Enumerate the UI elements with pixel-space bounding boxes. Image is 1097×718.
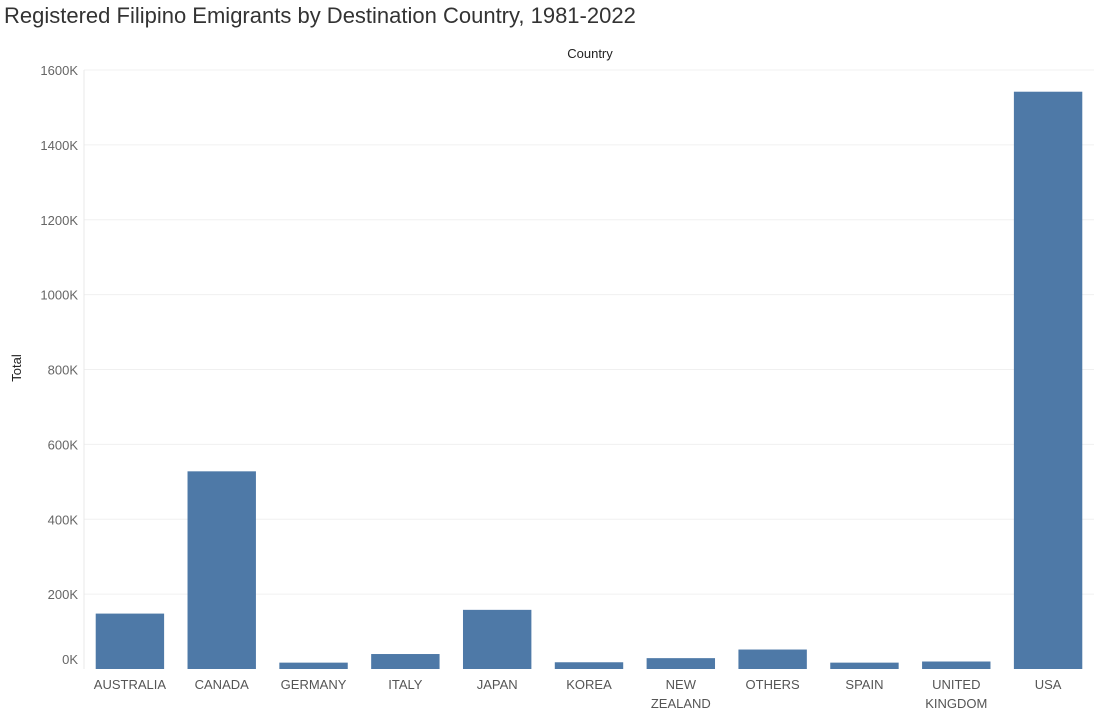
bar-usa[interactable] (1013, 91, 1083, 670)
bar-new-zealand[interactable] (646, 658, 716, 669)
x-tick-label: KOREA (566, 677, 612, 692)
bar-others[interactable] (738, 649, 807, 669)
y-tick-label: 800K (48, 363, 79, 378)
x-tick-label: CANADA (195, 677, 250, 692)
y-tick-label: 1600K (40, 63, 78, 78)
x-tick-label: NEW ZEALAND (651, 677, 711, 711)
column-header-label: Country (567, 46, 613, 61)
x-tick-label: OTHERS (746, 677, 801, 692)
x-tick-label: AUSTRALIA (94, 677, 167, 692)
y-tick-label: 1000K (40, 288, 78, 303)
bar-germany[interactable] (279, 662, 348, 669)
bar-japan[interactable] (462, 609, 532, 669)
y-tick-label: 0K (62, 652, 78, 667)
y-tick-label: 200K (48, 587, 79, 602)
y-tick-label: 1200K (40, 213, 78, 228)
bar-australia[interactable] (95, 613, 165, 669)
bar-italy[interactable] (371, 654, 440, 669)
x-tick-label: ITALY (388, 677, 423, 692)
x-tick-label: UNITED KINGDOM (925, 677, 987, 711)
bar-united-kingdom[interactable] (922, 661, 991, 669)
y-axis-ticks: 0K 200K 400K 600K 800K 1000K 1200K 1400K 1600K (40, 63, 78, 667)
x-tick-label: SPAIN (845, 677, 883, 692)
y-tick-label: 400K (48, 512, 79, 527)
x-axis-ticks: AUSTRALIA CANADA GERMANY ITALY JAPAN KOREA NEW… (94, 677, 1062, 711)
bar-spain[interactable] (830, 662, 899, 669)
bar-canada[interactable] (187, 471, 256, 669)
x-tick-label: JAPAN (477, 677, 518, 692)
chart-title: Registered Filipino Emigrants by Destina… (4, 3, 636, 28)
x-tick-label: GERMANY (281, 677, 347, 692)
x-tick-label: USA (1035, 677, 1062, 692)
y-tick-label: 1400K (40, 138, 78, 153)
bars (95, 91, 1083, 670)
bar-korea[interactable] (554, 662, 624, 669)
y-tick-label: 600K (48, 437, 79, 452)
y-axis-title: Total (9, 354, 24, 382)
